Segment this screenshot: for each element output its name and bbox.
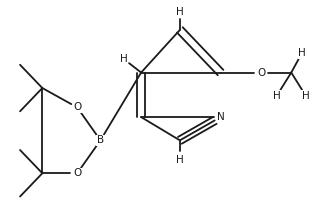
Text: H: H — [302, 91, 310, 101]
Text: H: H — [298, 48, 306, 58]
Text: H: H — [176, 8, 184, 18]
Text: H: H — [176, 155, 184, 165]
Text: N: N — [217, 112, 224, 122]
Text: H: H — [120, 54, 127, 64]
Text: O: O — [257, 68, 265, 78]
Text: O: O — [73, 102, 81, 112]
Text: O: O — [73, 168, 81, 178]
Text: H: H — [273, 91, 281, 101]
Text: B: B — [97, 135, 104, 145]
